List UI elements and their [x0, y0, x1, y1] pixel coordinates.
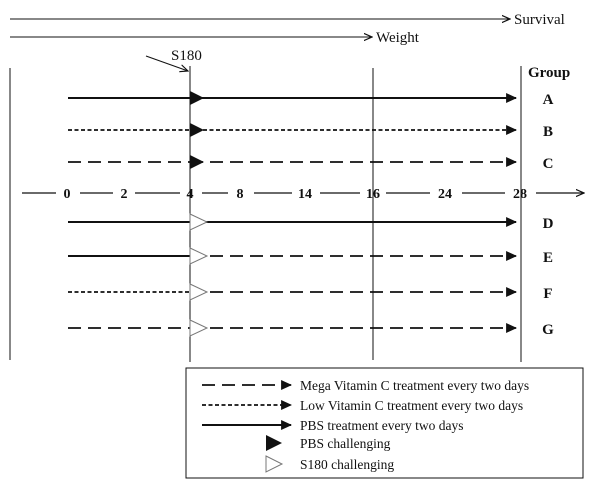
axis-tick-label: 0	[64, 187, 71, 202]
axis-tick-label: 14	[298, 187, 312, 202]
survival-label: Survival	[514, 12, 565, 28]
axis-tick-label: 16	[366, 187, 380, 202]
legend-text: PBS challenging	[300, 436, 391, 451]
group-row-e: E	[68, 247, 553, 266]
legend-text: Mega Vitamin C treatment every two days	[300, 378, 529, 393]
legend-filled-triangle	[266, 435, 282, 451]
legend: Mega Vitamin C treatment every two days L…	[202, 378, 529, 473]
legend-item: S180 challenging	[265, 455, 394, 473]
legend-item: Low Vitamin C treatment every two days	[202, 398, 523, 413]
group-label: D	[543, 216, 554, 232]
timeline-axis: 0 2 4 8 14 16 24 28	[22, 187, 584, 202]
axis-tick-label: 2	[121, 187, 128, 202]
group-row-c: C	[68, 155, 553, 172]
axis-tick-label: 28	[513, 187, 527, 202]
legend-open-triangle	[265, 455, 284, 473]
legend-text: S180 challenging	[300, 457, 394, 472]
s180-challenge-marker	[189, 319, 209, 337]
s180-pointer-arrow	[145, 55, 188, 71]
group-rows: ABC D E F G	[68, 91, 554, 338]
group-row-d: D	[68, 213, 554, 232]
legend-item: PBS treatment every two days	[202, 418, 463, 433]
s180-label: S180	[171, 48, 202, 64]
axis-tick-label: 4	[187, 187, 194, 202]
group-label: C	[543, 156, 554, 172]
group-row-f: F	[68, 283, 553, 302]
legend-box	[185, 367, 584, 479]
legend-item: Mega Vitamin C treatment every two days	[202, 378, 529, 393]
s180-challenge-marker	[189, 247, 209, 265]
group-label: F	[543, 286, 552, 302]
s180-challenge-marker	[189, 213, 209, 231]
legend-item: PBS challenging	[266, 435, 391, 451]
group-label: B	[543, 124, 553, 140]
pbs-challenge-marker	[190, 155, 204, 169]
axis-tick-label: 24	[438, 187, 452, 202]
pbs-challenge-marker	[190, 123, 204, 137]
group-label: A	[543, 92, 554, 108]
legend-text: Low Vitamin C treatment every two days	[300, 398, 523, 413]
group-row-a: A	[68, 91, 554, 108]
s180-challenge-marker	[189, 283, 209, 301]
axis-tick-label: 8	[237, 187, 244, 202]
weight-label: Weight	[376, 30, 420, 46]
group-header: Group	[528, 65, 570, 81]
group-row-b: B	[68, 123, 553, 140]
group-label: E	[543, 250, 553, 266]
legend-text: PBS treatment every two days	[300, 418, 463, 433]
pbs-challenge-marker	[190, 91, 204, 105]
group-label: G	[542, 322, 554, 338]
group-row-g: G	[68, 319, 554, 338]
